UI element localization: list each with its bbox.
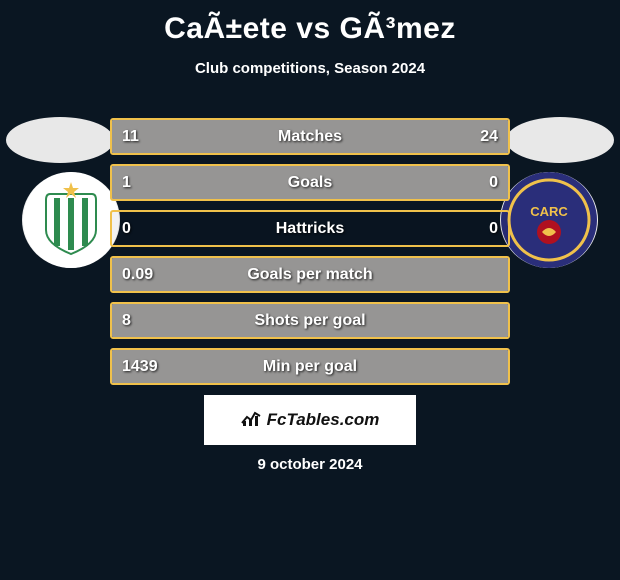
svg-text:CARC: CARC bbox=[530, 204, 568, 219]
page-date: 9 october 2024 bbox=[0, 456, 620, 473]
page-title: CaÃ±ete vs GÃ³mez bbox=[0, 0, 620, 46]
chart-icon bbox=[241, 409, 261, 432]
player-avatar-right bbox=[506, 117, 614, 163]
page-subtitle: Club competitions, Season 2024 bbox=[0, 60, 620, 77]
stat-row-goals: 1 Goals 0 bbox=[110, 164, 510, 201]
brand-label: FcTables.com bbox=[267, 410, 380, 430]
club-badge-left bbox=[22, 172, 120, 268]
stats-container: 11 Matches 24 1 Goals 0 0 Hattricks 0 0.… bbox=[110, 118, 510, 394]
stat-row-spg: 8 Shots per goal bbox=[110, 302, 510, 339]
stat-label: Shots per goal bbox=[112, 312, 508, 330]
stat-label: Goals per match bbox=[112, 266, 508, 284]
stat-row-matches: 11 Matches 24 bbox=[110, 118, 510, 155]
stat-label: Min per goal bbox=[112, 358, 508, 376]
club-badge-right: CARC bbox=[500, 172, 598, 268]
stat-value-right: 0 bbox=[489, 220, 498, 238]
stat-value-right: 24 bbox=[480, 128, 498, 146]
stat-row-gpm: 0.09 Goals per match bbox=[110, 256, 510, 293]
player-avatar-left bbox=[6, 117, 114, 163]
stat-row-mpg: 1439 Min per goal bbox=[110, 348, 510, 385]
stat-row-hattricks: 0 Hattricks 0 bbox=[110, 210, 510, 247]
stat-label: Hattricks bbox=[112, 220, 508, 238]
stat-value-right: 0 bbox=[489, 174, 498, 192]
shield-icon bbox=[22, 172, 120, 268]
shield-icon: CARC bbox=[500, 172, 598, 268]
stat-label: Matches bbox=[112, 128, 508, 146]
stat-label: Goals bbox=[112, 174, 508, 192]
brand-box[interactable]: FcTables.com bbox=[204, 395, 416, 445]
